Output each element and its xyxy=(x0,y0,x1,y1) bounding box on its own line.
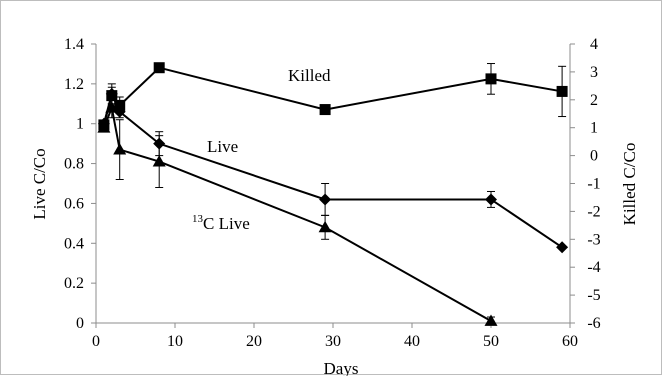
data-point-live xyxy=(113,105,126,118)
y-right-tick-label: -2 xyxy=(587,203,600,220)
x-tick-label: 10 xyxy=(167,333,183,350)
x-tick-label: 30 xyxy=(325,333,341,350)
series-killed xyxy=(98,62,568,131)
y-right-tick-label: -1 xyxy=(587,176,600,193)
data-point-killed xyxy=(485,73,497,85)
series-layer xyxy=(97,62,569,326)
x-axis-title: Days xyxy=(324,359,359,376)
series-line-13c-live xyxy=(102,104,492,322)
data-point-13c-live xyxy=(152,155,166,167)
y-left-tick-label: 1.2 xyxy=(64,76,84,93)
y-left-tick-label: 1 xyxy=(76,116,84,133)
y-right-tick-label: 3 xyxy=(590,64,598,81)
y-right-tick-label: -5 xyxy=(587,287,600,304)
data-point-13c-live xyxy=(105,101,119,113)
data-point-killed xyxy=(319,104,331,116)
data-point-live xyxy=(485,193,497,206)
series-label-13c-superscript: 13 xyxy=(192,213,204,225)
data-point-killed xyxy=(556,85,568,97)
data-point-13c-live xyxy=(484,314,498,326)
series-label-13c-live: 13C Live xyxy=(192,213,250,233)
y-right-tick-label: -3 xyxy=(587,231,600,248)
y-axis-right-title: Killed C/Co xyxy=(620,143,639,226)
y-right-tick-label: 1 xyxy=(590,120,598,137)
data-point-13c-live xyxy=(318,220,332,233)
axes: 0 10 20 30 40 50 6000.20.40.60.811.21.4-6-5-4-… xyxy=(64,36,601,350)
y-right-tick-label: 2 xyxy=(590,92,598,109)
series-line-live xyxy=(102,90,563,249)
y-right-tick-label: 0 xyxy=(590,148,598,165)
data-point-13c-live xyxy=(97,121,111,133)
data-point-live xyxy=(319,193,332,206)
series-label-live: Live xyxy=(207,137,238,156)
x-tick-label: 20 xyxy=(246,333,262,350)
series-live xyxy=(97,83,569,254)
y-left-tick-label: 0.8 xyxy=(64,156,84,173)
y-left-tick-label: 0.6 xyxy=(64,195,84,212)
y-left-tick-label: 0.4 xyxy=(64,235,84,252)
data-point-live xyxy=(556,241,569,254)
data-point-killed xyxy=(153,62,165,74)
y-right-tick-label: -4 xyxy=(587,259,600,276)
y-left-tick-label: 1.4 xyxy=(64,36,84,53)
data-point-13c-live xyxy=(113,143,127,155)
y-left-tick-label: 0 xyxy=(76,315,84,332)
y-axis-left-title: Live C/Co xyxy=(30,148,49,219)
y-left-tick-label: 0.2 xyxy=(64,275,84,292)
x-tick-label: 40 xyxy=(404,333,420,350)
series-13c-live xyxy=(97,97,498,326)
series-label-killed: Killed xyxy=(288,66,331,85)
series-label-13c-text: C Live xyxy=(203,214,250,233)
data-point-live xyxy=(105,87,118,100)
y-right-tick-label: -6 xyxy=(587,315,600,332)
x-tick-label: 0 xyxy=(92,333,100,350)
x-tick-label: 50 xyxy=(483,333,499,350)
y-right-tick-label: 4 xyxy=(590,36,598,53)
x-tick-label: 60 xyxy=(562,333,578,350)
